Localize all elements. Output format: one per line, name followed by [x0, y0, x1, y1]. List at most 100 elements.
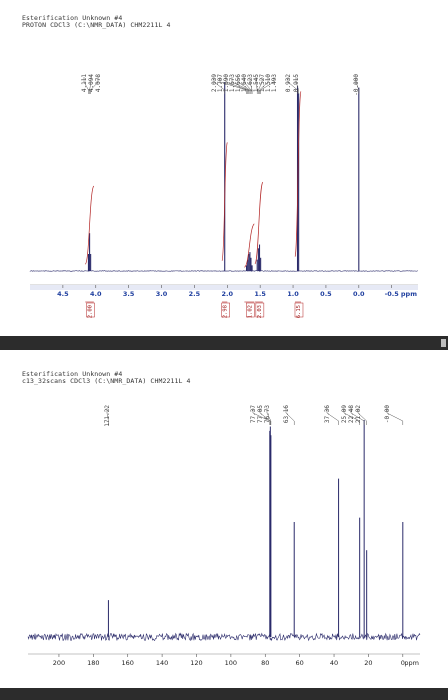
peak-shift-label: 37.36: [324, 405, 331, 423]
proton-nmr-chart: 4.111 4.094 4.078 2.039 1.707 1.690 1.673 1.656…: [29, 74, 418, 318]
proton-nmr-panel: Esterification Unknown #4 PROTON CDCl3 (…: [0, 0, 448, 336]
peak-leader-line: [106, 408, 109, 425]
integral-curve: [254, 181, 264, 265]
integral-value-label: 2.03: [257, 305, 263, 318]
x-tick-label: 1.0: [287, 290, 299, 298]
carbon-nmr-panel: Esterification Unknown #4 c13_32scans CD…: [0, 350, 448, 688]
peak-leader-line: [90, 77, 99, 94]
proton-spectrum-title: Esterification Unknown #4: [22, 14, 123, 22]
integral-value-label: 2.00: [88, 305, 94, 318]
peak-leader-line: [260, 77, 275, 94]
integral-label-box: [221, 302, 230, 318]
peak-shift-label: 0.932: [285, 74, 292, 92]
peak-leader-line: [259, 77, 269, 94]
peak-shift-label: 1.707: [217, 74, 224, 92]
page-divider-bottom: [0, 688, 448, 700]
peak-leader-line: [386, 408, 404, 425]
peak-shift-label: 4.094: [88, 74, 95, 92]
integral-curve: [221, 142, 228, 261]
peak-shift-label: 77.05: [257, 405, 264, 423]
peak-leader-line: [266, 408, 272, 425]
peak-leader-line: [213, 77, 225, 94]
x-tick-label: 80: [261, 659, 269, 667]
x-tick-label: 140: [156, 659, 168, 667]
peak-leader-line: [343, 408, 360, 425]
peak-leader-line: [231, 77, 250, 94]
proton-spectrum-subtitle: PROTON CDCl3 (C:\NMR_DATA) CHM2211L 4: [22, 21, 171, 29]
page-divider: [0, 336, 448, 350]
peak-leader-line: [326, 408, 339, 425]
integral-label-box: [86, 302, 95, 318]
x-tick-label: -0.5: [385, 290, 400, 298]
x-tick-label: 60: [296, 659, 304, 667]
x-tick-label: 120: [190, 659, 202, 667]
integral-curve: [294, 91, 302, 257]
peak-shift-label: 1.545: [253, 74, 260, 92]
integral-label-box: [246, 302, 255, 318]
peak-leader-line: [287, 77, 298, 94]
peak-leader-line: [252, 408, 271, 425]
integral-label-box: [255, 302, 265, 318]
peak-leader-line: [249, 77, 253, 94]
x-tick-label: 1.5: [254, 290, 266, 298]
peak-shift-label: 1.673: [229, 74, 236, 92]
x-tick-label: 100: [225, 659, 237, 667]
peak-leader-line: [89, 77, 92, 94]
peak-shift-label: 63.16: [283, 405, 290, 423]
peak-shift-label: -0.000: [353, 74, 360, 96]
peak-shift-label: 1.527: [259, 74, 266, 92]
integral-value-label: 2.98: [223, 305, 229, 318]
x-tick-label: 3.0: [156, 290, 168, 298]
x-tick-label: 4.0: [90, 290, 102, 298]
spectrum-baseline: [29, 270, 418, 272]
x-tick-label: 160: [122, 659, 134, 667]
x-tick-label: 0.5: [320, 290, 332, 298]
carbon-nmr-chart: 171.22 77.37 77.05 76.73 63.16 37.36 25.09 22.4…: [27, 405, 421, 667]
integral-value-label: 6.15: [296, 305, 302, 318]
peak-shift-label: 22.48: [348, 405, 355, 423]
peak-leader-line: [225, 77, 248, 94]
x-axis-unit-label: ppm: [404, 659, 419, 667]
peak-shift-label: 1.656: [235, 74, 242, 92]
x-tick-label: 2.5: [189, 290, 201, 298]
peak-leader-line: [285, 408, 295, 425]
peak-leader-line: [219, 77, 247, 94]
spectrum-baseline: [27, 632, 421, 642]
peak-shift-label: 1.690: [223, 74, 230, 92]
peak-shift-label: 25.09: [341, 405, 348, 423]
peak-shift-label: -0.00: [384, 405, 391, 423]
peak-shift-label: 4.078: [95, 74, 102, 92]
x-tick-label: 180: [87, 659, 99, 667]
integral-label-box: [294, 302, 304, 318]
peak-leader-line: [295, 77, 299, 94]
x-axis-unit-label: ppm: [401, 290, 417, 298]
x-tick-label: 20: [364, 659, 372, 667]
integral-curve: [84, 185, 95, 265]
peak-leader-line: [255, 77, 258, 94]
peak-shift-label: 77.37: [250, 405, 257, 423]
x-tick-label: 3.5: [123, 290, 135, 298]
x-tick-label: 40: [330, 659, 338, 667]
integral-value-label: 1.02: [247, 305, 253, 318]
peak-leader-line: [243, 77, 252, 94]
carbon-spectrum-title: Esterification Unknown #4: [22, 370, 123, 378]
x-tick-label: 2.0: [222, 290, 234, 298]
peak-leader-line: [357, 408, 367, 425]
peak-leader-line: [259, 408, 271, 425]
x-tick-label: 200: [53, 659, 65, 667]
carbon-spectrum-subtitle: c13_32scans CDCl3 (C:\NMR_DATA) CHM2211L…: [22, 377, 191, 385]
peak-shift-label: 21.02: [355, 405, 362, 423]
x-axis-band: [30, 285, 418, 290]
peak-shift-label: 2.039: [211, 74, 218, 92]
peak-shift-label: 1.623: [247, 74, 254, 92]
x-tick-label: 0: [401, 659, 405, 667]
x-tick-label: 0.0: [353, 290, 365, 298]
peak-leader-line: [350, 408, 365, 425]
x-tick-label: 4.5: [57, 290, 69, 298]
peak-leader-line: [83, 77, 89, 94]
peak-leader-line: [237, 77, 251, 94]
peak-leader-line: [355, 77, 360, 94]
peak-shift-label: 1.510: [265, 74, 272, 92]
scroll-grip[interactable]: [441, 339, 446, 347]
peak-shift-label: 1.493: [271, 74, 278, 92]
